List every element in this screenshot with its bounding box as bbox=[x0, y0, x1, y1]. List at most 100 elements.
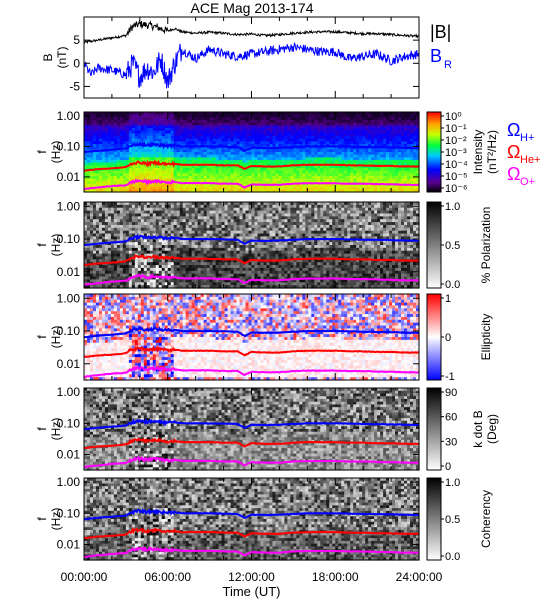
spectrogram-cell bbox=[131, 157, 136, 161]
spectrogram-cell bbox=[152, 239, 157, 243]
spectrogram-cell bbox=[164, 247, 169, 252]
spectrogram-cell bbox=[104, 146, 109, 150]
spectrogram-cell bbox=[413, 152, 417, 156]
spectrogram-cell bbox=[158, 160, 163, 164]
spectrogram-cell bbox=[209, 184, 214, 188]
spectrogram-cell bbox=[242, 146, 247, 150]
spectrogram-cell bbox=[233, 178, 238, 182]
spectrogram-cell bbox=[146, 146, 151, 150]
spectrogram-cell bbox=[209, 141, 214, 145]
spectrogram-cell bbox=[131, 141, 136, 145]
spectrogram-cell bbox=[158, 247, 163, 252]
spectrogram-cell bbox=[194, 253, 199, 258]
spectrogram-cell bbox=[398, 152, 402, 156]
spectrogram-cell bbox=[194, 219, 199, 223]
spectrogram-cell bbox=[266, 141, 271, 145]
spectrogram-cell bbox=[374, 160, 378, 164]
spectrogram-cell bbox=[200, 247, 205, 252]
spectrogram-cell bbox=[104, 213, 109, 217]
spectrogram-cell bbox=[296, 128, 300, 132]
spectrogram-cell bbox=[236, 114, 241, 118]
spectrogram-cell bbox=[185, 160, 190, 164]
spectrogram-cell bbox=[341, 184, 345, 188]
spectrogram-cell bbox=[215, 210, 220, 215]
spectrogram-cell bbox=[92, 236, 97, 240]
spectrogram-cell bbox=[329, 149, 333, 153]
spectrogram-cell bbox=[203, 178, 208, 182]
spectrogram-cell bbox=[320, 165, 324, 169]
spectrogram-cell bbox=[84, 144, 88, 148]
spectrogram-cell bbox=[251, 133, 256, 137]
spectrogram-cell bbox=[188, 149, 193, 153]
spectrogram-cell bbox=[134, 117, 139, 121]
spectrogram-cell bbox=[113, 216, 118, 220]
spectrogram-cell bbox=[179, 117, 184, 121]
spectrogram-cell bbox=[263, 112, 268, 116]
spectrogram-cell bbox=[206, 236, 211, 240]
spectrogram-cell bbox=[89, 157, 94, 161]
spectrogram-cell bbox=[245, 117, 250, 121]
spectrogram-cell bbox=[161, 259, 166, 263]
spectrogram-cell bbox=[212, 165, 217, 169]
spectrogram-cell bbox=[269, 112, 274, 116]
spectrogram-cell bbox=[149, 202, 154, 206]
spectrogram-cell bbox=[194, 216, 199, 220]
spectrogram-cell bbox=[251, 178, 256, 182]
spectrogram-cell bbox=[278, 154, 283, 158]
spectrogram-cell bbox=[332, 189, 336, 193]
spectrogram-cell bbox=[338, 141, 342, 145]
spectrogram-cell bbox=[104, 130, 109, 134]
spectrogram-cell bbox=[155, 114, 160, 118]
spectrogram-cell bbox=[395, 162, 399, 166]
spectrogram-cell bbox=[290, 125, 294, 129]
spectrogram-cell bbox=[410, 154, 414, 158]
spectrogram-cell bbox=[242, 160, 247, 164]
spectrogram-cell bbox=[278, 157, 283, 161]
spectrogram-cell bbox=[218, 133, 223, 137]
spectrogram-cell bbox=[218, 170, 223, 174]
spectrogram-cell bbox=[86, 259, 91, 263]
spectrogram-cell bbox=[122, 224, 127, 229]
spectrogram-cell bbox=[161, 282, 166, 286]
spectrogram-cell bbox=[236, 157, 241, 161]
spectrogram-cell bbox=[251, 181, 256, 185]
spectrogram-cell bbox=[137, 210, 142, 215]
spectrogram-cell bbox=[110, 144, 115, 148]
spectrogram-cell bbox=[119, 154, 124, 158]
spectrogram-cell bbox=[173, 184, 178, 188]
spectrogram-cell bbox=[176, 186, 181, 190]
spectrogram-cell bbox=[266, 149, 271, 153]
spectrogram-cell bbox=[368, 112, 372, 116]
spectrogram-cell bbox=[146, 270, 151, 275]
spectrogram-cell bbox=[317, 154, 321, 158]
spectrogram-cell bbox=[278, 178, 283, 182]
spectrogram-cell bbox=[248, 112, 253, 116]
spectrogram-cell bbox=[284, 149, 288, 153]
spectrogram-cell bbox=[398, 133, 402, 137]
spectrogram-cell bbox=[119, 245, 124, 249]
spectrogram-cell bbox=[143, 154, 148, 158]
spectrogram-cell bbox=[263, 114, 268, 118]
spectrogram-cell bbox=[95, 259, 100, 263]
spectrogram-cell bbox=[161, 112, 166, 116]
spectrogram-cell bbox=[317, 125, 321, 129]
spectrogram-cell bbox=[167, 112, 172, 116]
spectrogram-cell bbox=[194, 224, 199, 229]
spectrogram-cell bbox=[362, 117, 366, 121]
spectrogram-cell bbox=[359, 122, 363, 126]
spectrogram-cell bbox=[197, 160, 202, 164]
spectrogram-cell bbox=[98, 133, 103, 137]
spectrogram-cell bbox=[155, 210, 160, 215]
spectrogram-cell bbox=[197, 186, 202, 190]
spectrogram-cell bbox=[161, 265, 166, 269]
spectrogram-cell bbox=[347, 186, 351, 190]
spectrogram-cell bbox=[188, 273, 193, 278]
spectrogram-cell bbox=[254, 133, 259, 137]
spectrogram-cell bbox=[362, 184, 366, 188]
spectrogram-cell bbox=[416, 130, 420, 134]
spectrogram-cell bbox=[182, 122, 187, 126]
spectrogram-cell bbox=[191, 239, 196, 243]
spectrogram-cell bbox=[221, 178, 226, 182]
spectrogram-cell bbox=[257, 122, 262, 126]
spectrogram-cell bbox=[140, 250, 145, 255]
